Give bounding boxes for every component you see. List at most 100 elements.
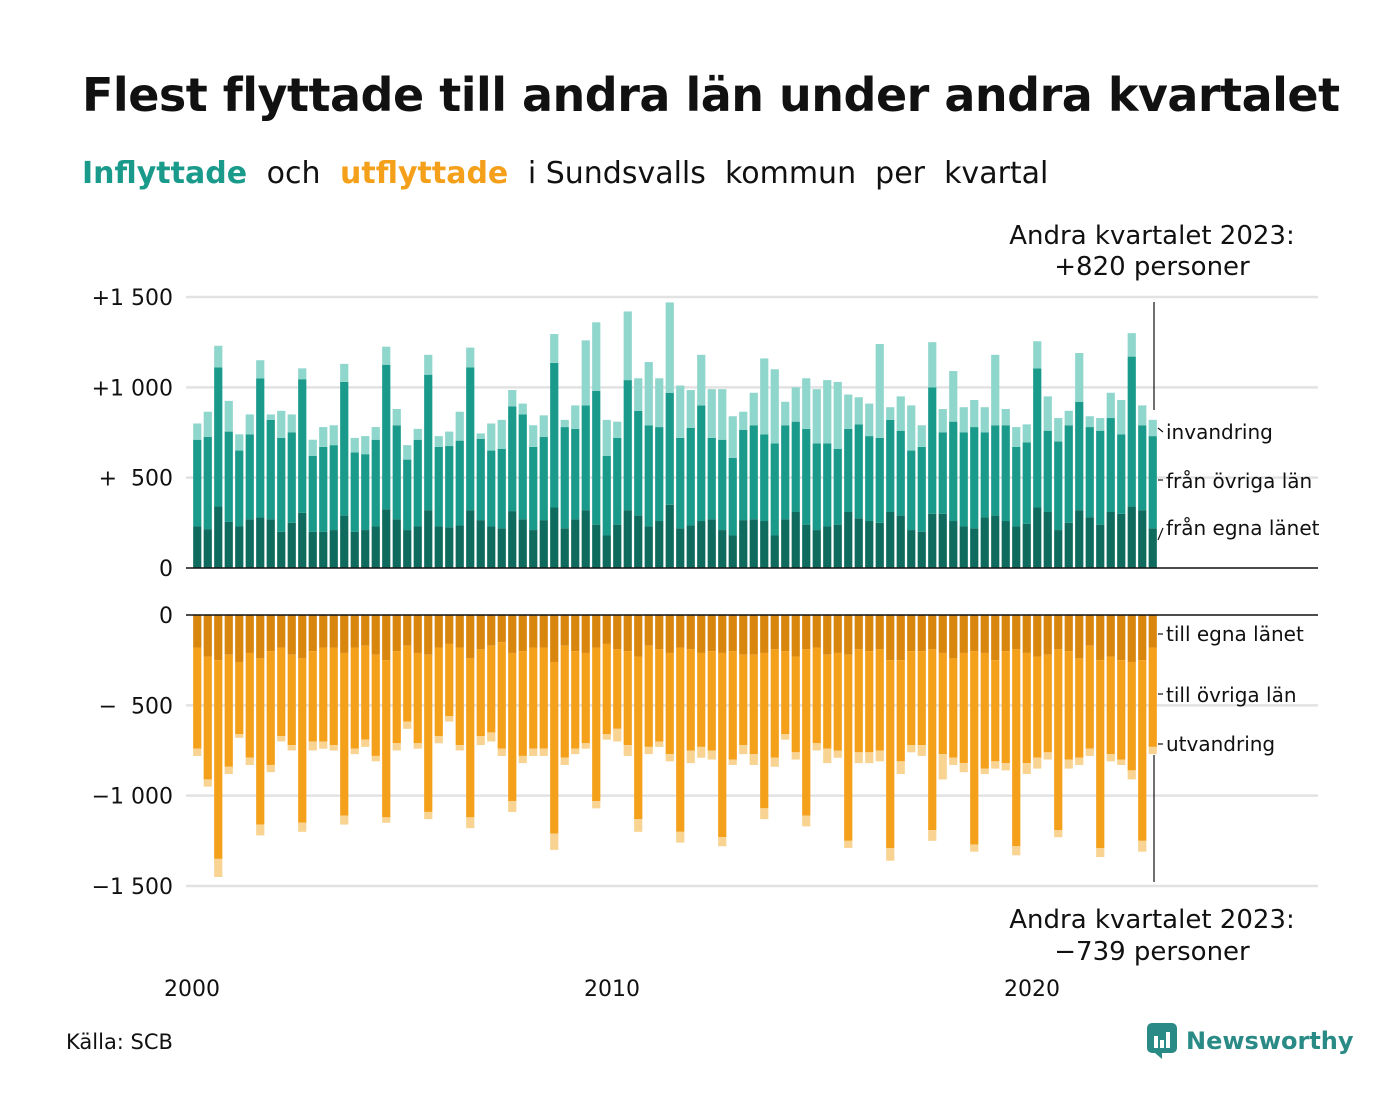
bar-out-other-counties [193, 647, 202, 749]
bar-out-own-county [455, 615, 464, 648]
bar-out-emigration [497, 748, 506, 756]
bar-in-other-counties [403, 459, 412, 531]
bar-out-own-county [214, 615, 223, 661]
bar-out-own-county [854, 615, 863, 650]
bar-out-own-county [686, 615, 695, 650]
bar-out-other-counties [833, 652, 842, 751]
bar-out-other-counties [329, 647, 338, 746]
bar-in-immigration [613, 421, 622, 438]
bar-in-own-county [560, 528, 569, 568]
y-tick-label-top: + 500 [99, 467, 173, 492]
bar-in-own-county [581, 510, 590, 568]
bar-in-immigration [728, 416, 737, 458]
bar-in-immigration [781, 401, 790, 426]
bar-out-emigration [938, 754, 947, 780]
bar-out-emigration [697, 746, 706, 758]
bar-out-other-counties [539, 647, 548, 749]
bar-out-other-counties [1148, 647, 1157, 747]
bar-in-other-counties [466, 367, 475, 511]
bar-in-own-county [634, 515, 643, 568]
bar-out-own-county [581, 615, 590, 653]
bar-out-own-county [403, 615, 412, 646]
bar-out-own-county [287, 615, 296, 655]
bar-in-other-counties [1106, 418, 1115, 512]
bar-out-other-counties [749, 654, 758, 755]
bar-out-own-county [361, 615, 370, 646]
bar-in-own-county [980, 517, 989, 568]
bar-in-own-county [592, 524, 601, 568]
bar-out-own-county [959, 615, 968, 653]
bar-out-own-county [1054, 615, 1063, 650]
bar-out-own-county [1106, 615, 1115, 657]
bar-in-own-county [676, 528, 685, 568]
bar-out-own-county [760, 615, 769, 653]
bar-out-own-county [739, 615, 748, 655]
bar-in-immigration [875, 343, 884, 438]
bar-out-emigration [886, 848, 895, 861]
bar-out-emigration [1148, 746, 1157, 755]
bar-in-own-county [686, 525, 695, 568]
bar-in-other-counties [287, 432, 296, 523]
bar-in-own-county [529, 530, 538, 568]
bar-in-other-counties [350, 452, 359, 532]
bar-in-other-counties [1117, 434, 1126, 514]
bar-in-own-county [1106, 511, 1115, 568]
bar-out-emigration [1043, 752, 1052, 760]
bar-in-immigration [476, 433, 485, 439]
bar-out-emigration [277, 736, 286, 742]
bar-in-immigration [350, 437, 359, 453]
bar-in-other-counties [991, 425, 1000, 516]
bar-out-other-counties [392, 651, 401, 744]
axes: +1 500 +1 000 + 500 0 0 − 500 −1 000 −1 500 2000… [92, 286, 1318, 1002]
bar-in-other-counties [382, 364, 391, 510]
bar-in-immigration [1001, 409, 1010, 426]
bar-out-other-counties [266, 651, 275, 765]
bar-in-immigration [245, 414, 254, 435]
bar-in-immigration [959, 407, 968, 433]
bar-in-own-county [256, 517, 265, 568]
bar-in-other-counties [875, 437, 884, 523]
bar-in-other-counties [224, 431, 233, 522]
bar-out-other-counties [403, 645, 412, 722]
y-tick-label-top: 0 [159, 557, 173, 582]
bar-out-emigration [434, 736, 443, 744]
bar-in-own-county [539, 520, 548, 568]
bar-in-immigration [634, 378, 643, 411]
bar-in-other-counties [298, 379, 307, 513]
bar-in-immigration [665, 302, 674, 393]
bar-in-own-county [823, 526, 832, 568]
bar-out-emigration [833, 750, 842, 758]
bar-out-other-counties [791, 656, 800, 753]
bar-in-immigration [655, 378, 664, 428]
bar-out-emigration [896, 761, 905, 774]
bar-out-emigration [256, 824, 265, 836]
bar-out-other-counties [812, 647, 821, 744]
bar-in-other-counties [760, 434, 769, 522]
bar-out-emigration [413, 743, 422, 749]
bar-in-own-county [802, 524, 811, 568]
bar-in-other-counties [371, 439, 380, 527]
bar-in-immigration [392, 409, 401, 426]
bar-out-own-county [350, 615, 359, 648]
bar-out-other-counties [1012, 649, 1021, 847]
bar-out-emigration [812, 743, 821, 751]
label-utvandring: utvandring [1166, 732, 1275, 756]
bar-out-other-counties [634, 656, 643, 820]
bar-out-other-counties [1043, 654, 1052, 753]
bar-in-immigration [319, 427, 328, 447]
bar-in-own-county [770, 535, 779, 568]
bar-in-own-county [203, 529, 212, 568]
bar-out-own-county [697, 615, 706, 653]
bar-in-immigration [497, 419, 506, 449]
bar-in-own-county [602, 535, 611, 568]
bar-out-own-county [529, 615, 538, 648]
bar-out-other-counties [592, 647, 601, 802]
bar-in-immigration [739, 411, 748, 430]
bar-in-own-county [907, 530, 916, 568]
bar-out-emigration [676, 831, 685, 843]
bar-out-own-county [1075, 615, 1084, 659]
bar-in-own-county [1012, 526, 1021, 568]
y-tick-label-bottom: − 500 [99, 694, 173, 719]
bar-in-other-counties [434, 446, 443, 527]
bar-out-own-county [308, 615, 317, 652]
